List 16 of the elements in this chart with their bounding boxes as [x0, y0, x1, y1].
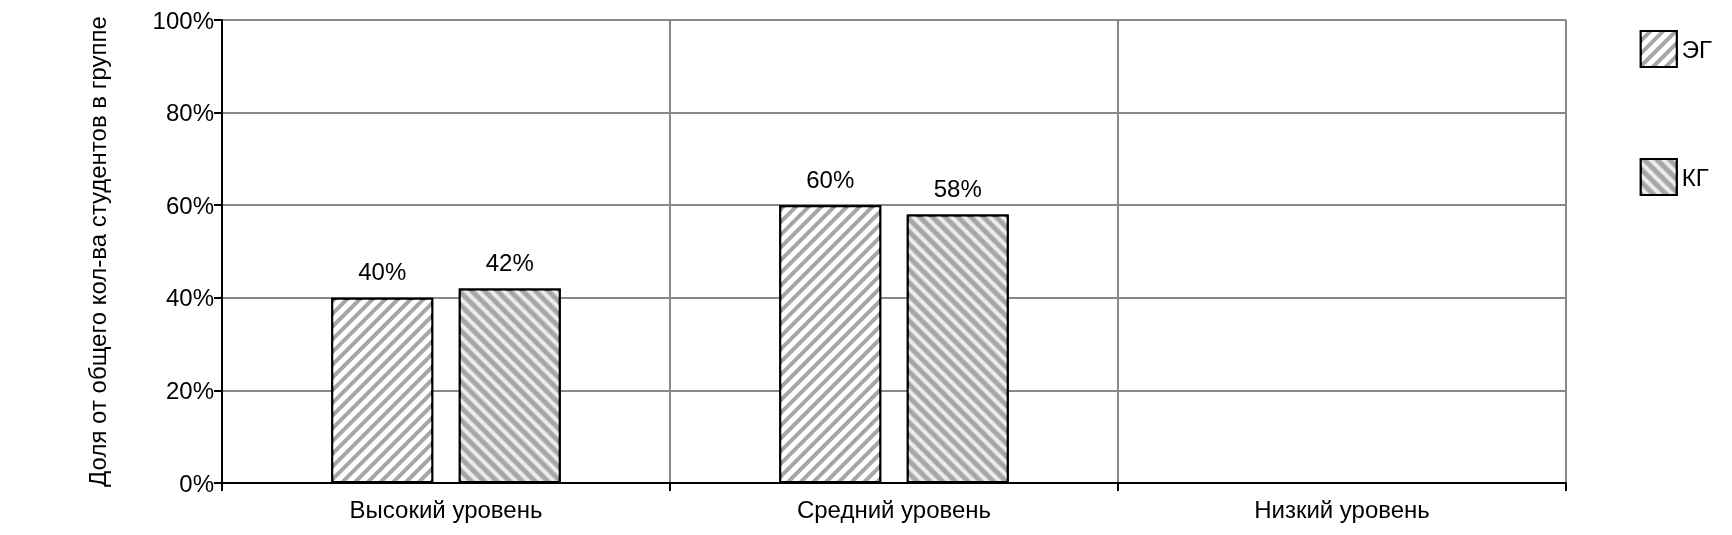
y-tick-label: 20% [165, 376, 214, 404]
y-axis-title: Доля от общего кол-ва студентов в группе [83, 16, 111, 487]
data-label: 40% [358, 258, 407, 286]
data-label: 42% [485, 249, 534, 277]
x-tick-label: Средний уровень [796, 495, 992, 523]
x-tick-label: Низкий уровень [1254, 495, 1430, 523]
legend-label: КГ [1681, 163, 1709, 191]
data-label: 58% [933, 174, 982, 202]
data-label: 60% [806, 165, 855, 193]
y-tick-label: 60% [165, 191, 214, 219]
legend-label: ЭГ [1681, 35, 1712, 63]
y-tick-label: 0% [179, 469, 214, 497]
y-tick-label: 80% [165, 99, 214, 127]
y-tick-label: 40% [165, 284, 214, 312]
x-tick-label: Высокий уровень [349, 495, 543, 523]
y-tick-label: 100% [152, 6, 214, 34]
